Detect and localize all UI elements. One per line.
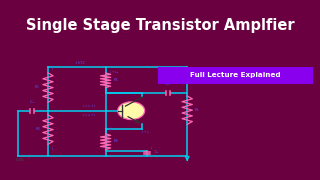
Text: $I_2$: $I_2$ (51, 145, 55, 153)
Text: $R_1$: $R_1$ (35, 84, 41, 91)
Text: Full Lecture Explained: Full Lecture Explained (190, 72, 281, 78)
Text: $i_C+i_{CE}$: $i_C+i_{CE}$ (109, 68, 120, 75)
FancyBboxPatch shape (158, 67, 313, 84)
Text: $C_{in}$: $C_{in}$ (29, 98, 35, 106)
Text: $C_C$: $C_C$ (165, 81, 171, 88)
Text: Single Stage Transistor Amplfier: Single Stage Transistor Amplfier (26, 18, 294, 33)
Text: $I_E$: $I_E$ (109, 125, 113, 133)
Text: $R_C$: $R_C$ (113, 76, 119, 84)
Text: $i_B=i_B+i_b$: $i_B=i_B+i_b$ (82, 111, 97, 119)
Text: $I_1$: $I_1$ (51, 66, 55, 73)
Text: $i_E+i_e$: $i_E+i_e$ (141, 129, 150, 136)
Text: $i_e$: $i_e$ (150, 145, 155, 152)
Circle shape (118, 102, 145, 120)
Text: $R_E$: $R_E$ (113, 138, 119, 145)
Text: $R_L$: $R_L$ (194, 106, 201, 114)
Text: $R_2$: $R_2$ (35, 126, 41, 133)
Text: $i_C=i_C+i_b$: $i_C=i_C+i_b$ (82, 102, 97, 109)
Text: SIGNAL: SIGNAL (16, 158, 25, 162)
Text: $+\,V_{CC}$: $+\,V_{CC}$ (74, 59, 86, 67)
Text: $C_E$: $C_E$ (154, 149, 160, 156)
